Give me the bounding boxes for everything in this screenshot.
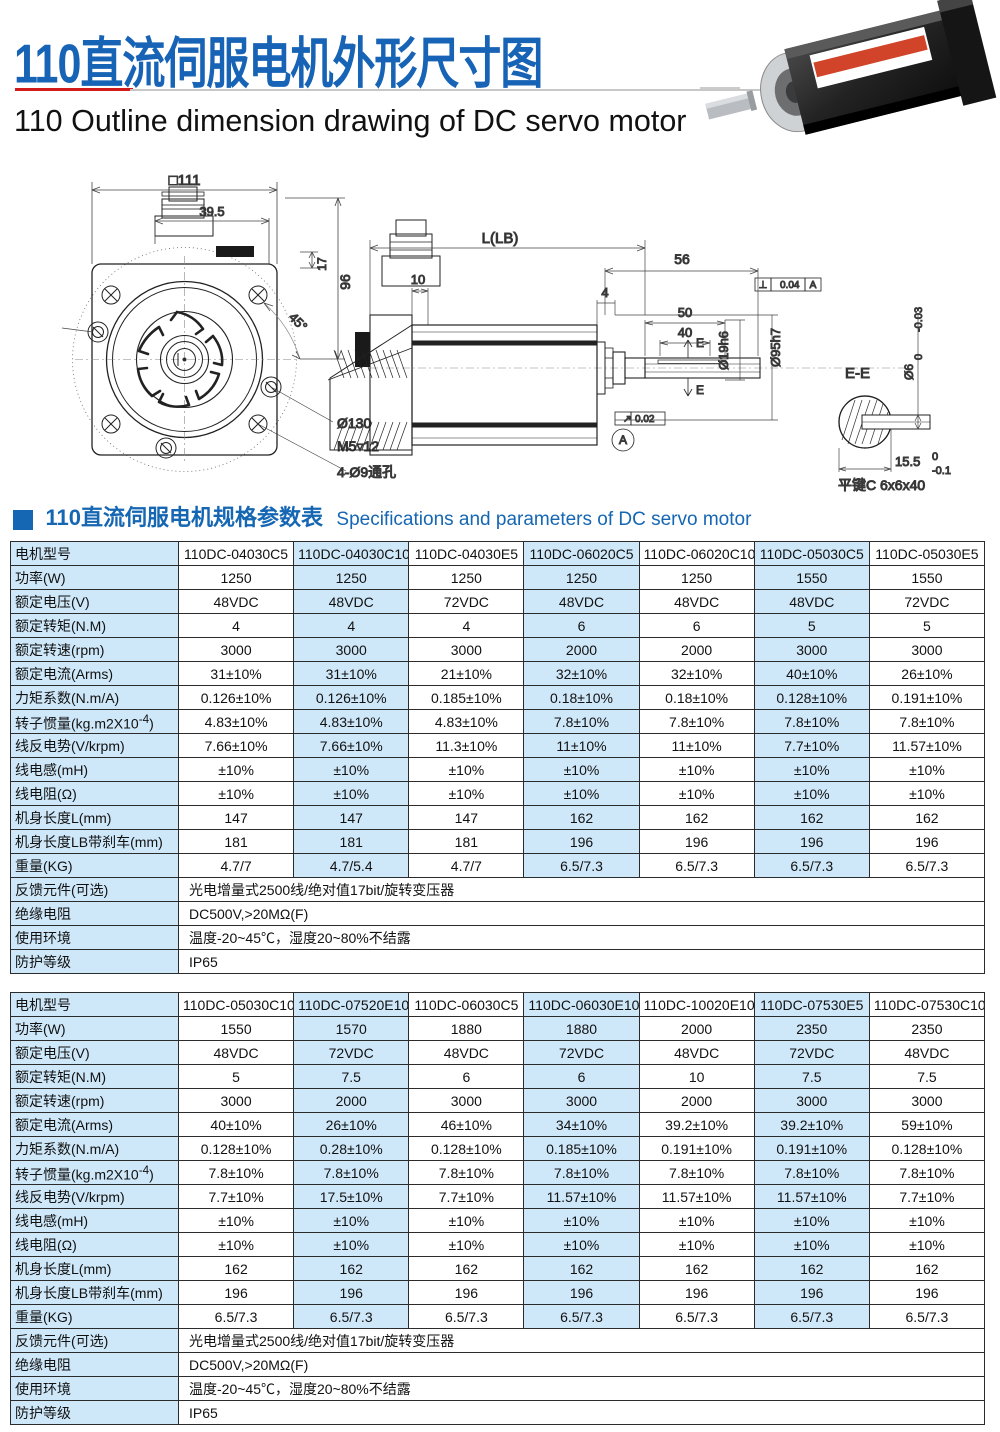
svg-text:E: E [696,383,704,397]
svg-text:A: A [810,280,817,291]
svg-text:Ø130: Ø130 [337,415,371,431]
svg-text:A: A [619,433,627,447]
svg-text:Ø19h6: Ø19h6 [716,331,731,370]
svg-text:Ø6: Ø6 [902,364,916,380]
svg-text:50: 50 [678,305,692,320]
svg-text:-0.1: -0.1 [932,465,951,477]
svg-text:39.5: 39.5 [199,204,224,219]
svg-text:Ø95h7: Ø95h7 [768,328,783,367]
svg-text:0.04: 0.04 [780,280,800,291]
svg-text:15.5: 15.5 [895,454,920,469]
svg-text:-0.03: -0.03 [913,307,925,332]
svg-text:17: 17 [315,257,329,271]
svg-text:4: 4 [601,285,608,300]
svg-text:平键C 6x6x40: 平键C 6x6x40 [838,477,925,493]
svg-text:E-E: E-E [845,365,870,382]
svg-text:□111: □111 [169,172,201,189]
svg-text:0: 0 [932,451,938,463]
svg-text:4-Ø9通孔: 4-Ø9通孔 [337,464,396,480]
svg-text:10: 10 [411,272,425,287]
svg-text:96: 96 [337,274,353,290]
svg-text:L(LB): L(LB) [482,230,519,247]
svg-text:40: 40 [678,325,692,340]
svg-text:0: 0 [913,354,925,360]
svg-text:↗: ↗ [623,414,631,425]
svg-text:45°: 45° [286,310,311,335]
svg-text:56: 56 [674,251,690,267]
svg-text:0.02: 0.02 [635,414,655,425]
svg-text:⊥: ⊥ [759,280,768,291]
